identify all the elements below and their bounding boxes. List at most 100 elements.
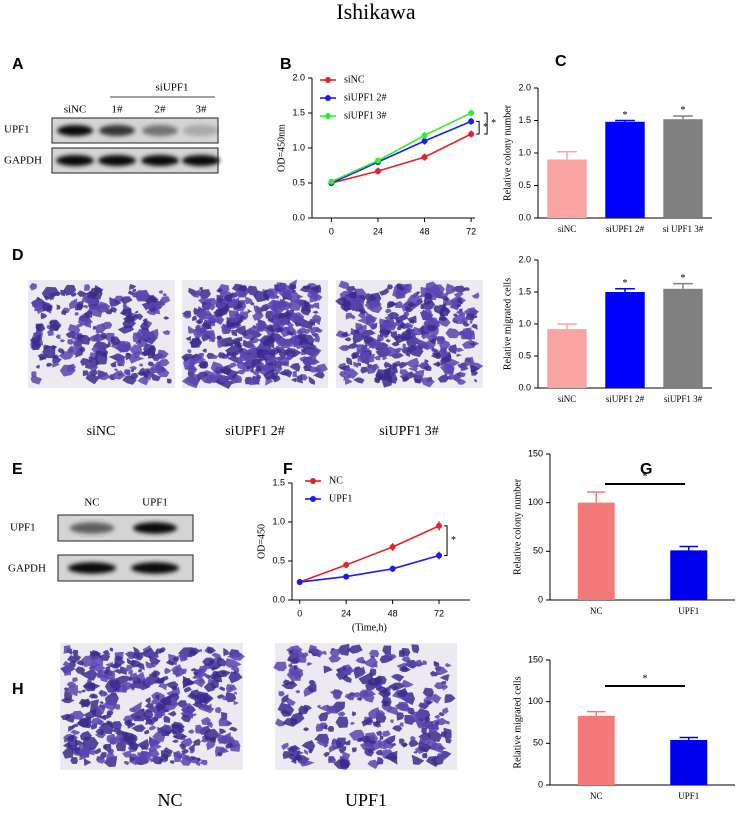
cell [104, 680, 122, 693]
cell [198, 289, 211, 299]
cell [49, 320, 62, 332]
cell [159, 647, 166, 653]
cell [93, 335, 101, 342]
band [99, 125, 135, 136]
cell [297, 654, 307, 663]
cell [416, 364, 421, 368]
cell [115, 734, 124, 742]
y-axis-label: Relative colony number [512, 478, 523, 575]
band [98, 155, 136, 166]
cell [161, 724, 171, 732]
cell [442, 707, 449, 714]
sig-label: * [483, 122, 488, 133]
cell [169, 760, 175, 765]
cell [202, 348, 207, 353]
cell [137, 370, 146, 377]
cell [341, 331, 348, 337]
point [343, 573, 350, 580]
cell [162, 330, 171, 335]
cell [90, 671, 98, 679]
cell [290, 759, 297, 764]
cell [469, 342, 475, 346]
cell [384, 750, 398, 765]
cell [160, 753, 169, 759]
cell [397, 333, 401, 338]
cell [142, 318, 148, 323]
bar [577, 502, 615, 600]
cell [309, 292, 319, 303]
y-tick-label: 100 [528, 696, 543, 706]
cell [85, 374, 100, 385]
cell [333, 759, 351, 770]
cell [52, 344, 58, 349]
cell [401, 656, 411, 663]
x-tick-label: 24 [341, 608, 351, 618]
cell [338, 280, 350, 289]
sig-label: * [451, 535, 456, 546]
cell [109, 297, 122, 307]
cell [356, 696, 363, 701]
cell [381, 655, 391, 661]
cell [443, 727, 452, 739]
cell [202, 657, 215, 667]
cell [367, 759, 379, 769]
cell [257, 326, 265, 332]
cell [429, 328, 439, 338]
cell [216, 335, 222, 340]
cell [154, 678, 164, 684]
cell [433, 662, 440, 668]
cell [474, 379, 477, 383]
panel-label: E [12, 461, 23, 478]
cell [384, 330, 390, 335]
cell [430, 347, 438, 352]
y-axis-label: Relative migrated cells [502, 278, 513, 370]
cell [123, 369, 131, 377]
cell [190, 689, 200, 699]
cell [72, 677, 78, 682]
point [389, 565, 396, 572]
cell [70, 757, 78, 764]
cell [308, 326, 322, 335]
cell [117, 344, 126, 353]
cell [351, 352, 358, 359]
cell [420, 300, 436, 310]
cell [318, 711, 328, 722]
cell [152, 354, 157, 358]
cell [287, 322, 295, 328]
cell [203, 705, 211, 711]
cell [440, 356, 450, 365]
cell [208, 314, 225, 326]
cell [383, 369, 392, 377]
x-tick-label: UPF1 [678, 606, 699, 616]
cell [401, 679, 414, 688]
cell [266, 376, 271, 380]
cell [103, 756, 118, 768]
cell [219, 728, 227, 735]
cell [281, 694, 289, 704]
cell [405, 352, 411, 357]
cell [109, 647, 114, 652]
x-tick-label: 0 [329, 226, 334, 236]
cell [351, 666, 365, 676]
cell [83, 284, 91, 291]
cell [152, 356, 160, 361]
cell [413, 335, 421, 346]
cell [218, 373, 227, 384]
cell [35, 364, 40, 369]
cell [166, 378, 172, 384]
cell [207, 646, 216, 654]
cell [291, 377, 297, 383]
cell [306, 662, 313, 666]
cell [116, 661, 121, 665]
point [468, 110, 475, 116]
x-tick-label: NC [590, 791, 603, 801]
cell [274, 334, 281, 342]
cell [377, 338, 382, 344]
cell [216, 694, 226, 699]
y-axis-label: OD=450 [256, 524, 267, 559]
cell [52, 362, 60, 368]
cell [309, 359, 318, 365]
cell [216, 288, 223, 293]
cell [380, 698, 390, 705]
cell [288, 649, 293, 655]
